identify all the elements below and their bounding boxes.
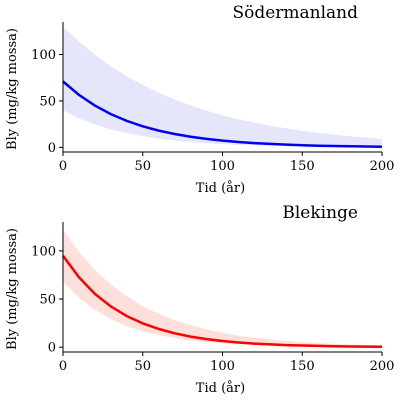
- y-tick-label: 0: [48, 141, 56, 156]
- chart-title: Södermanland: [232, 3, 358, 23]
- x-tick-label: 150: [290, 359, 315, 374]
- y-tick-label: 50: [39, 293, 56, 308]
- x-tick-label: 0: [59, 159, 67, 174]
- y-axis-label: Bly (mg/kg mossa): [5, 28, 20, 150]
- x-tick-label: 200: [370, 359, 395, 374]
- x-tick-label: 0: [59, 359, 67, 374]
- x-tick-label: 100: [210, 159, 235, 174]
- y-axis-label: Bly (mg/kg mossa): [5, 228, 20, 350]
- x-tick-label: 150: [290, 159, 315, 174]
- y-tick-label: 50: [39, 94, 56, 109]
- series-line: [61, 254, 383, 349]
- confidence-band: [63, 229, 382, 347]
- chart-panel-1: 0 50 100 150 200 0 50 100 Tid (år) Bly (mg/kg mos…: [5, 3, 394, 196]
- series-line: [62, 80, 383, 148]
- x-tick-label: 200: [370, 159, 395, 174]
- y-tick-label: 0: [48, 341, 56, 356]
- x-tick-label: 100: [210, 359, 235, 374]
- chart-title: Blekinge: [282, 203, 358, 223]
- x-tick-label: 50: [134, 159, 151, 174]
- x-axis-label: Tid (år): [196, 180, 245, 196]
- chart-panel-2: 0 50 100 150 200 0 50 100 Tid (år) Bly (mg/kg mos…: [5, 203, 394, 396]
- y-tick-label: 100: [31, 244, 56, 259]
- x-tick-label: 50: [134, 359, 151, 374]
- x-axis-label: Tid (år): [196, 380, 245, 396]
- confidence-band: [63, 26, 382, 148]
- y-tick-label: 100: [31, 48, 56, 63]
